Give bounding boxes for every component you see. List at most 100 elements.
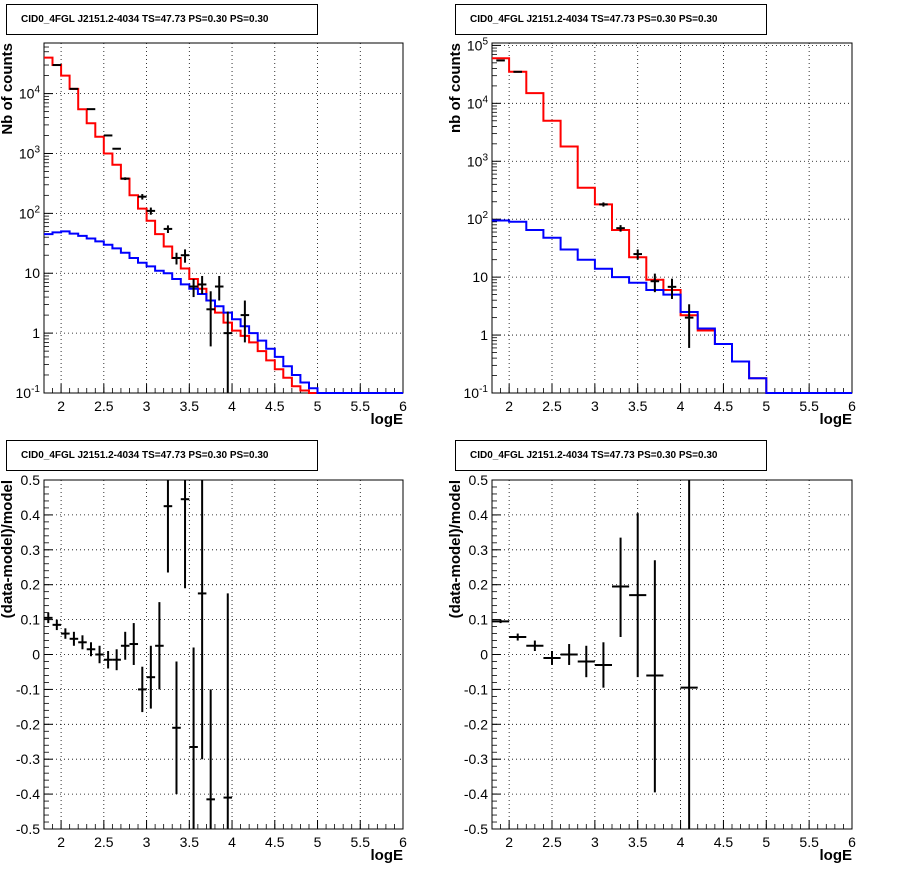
- data-point: [163, 225, 173, 233]
- x-tick-label: 3: [591, 398, 599, 414]
- x-axis-label: logE: [820, 847, 853, 864]
- y-tick-label: 0.3: [21, 542, 41, 558]
- y-tick-label: 1: [32, 325, 40, 341]
- data-point: [180, 249, 190, 263]
- x-tick-label: 3.5: [180, 398, 200, 414]
- data-point: [112, 649, 121, 671]
- data-point: [684, 304, 694, 348]
- x-tick-label: 6: [848, 834, 856, 850]
- x-tick-label: 5.5: [799, 398, 819, 414]
- x-tick-label: 3.5: [180, 834, 200, 850]
- data-point: [44, 612, 53, 624]
- data-point: [599, 202, 608, 207]
- y-tick-label: 0.4: [469, 507, 489, 523]
- data-point: [138, 194, 147, 200]
- y-tick-label: 0.1: [21, 612, 41, 628]
- data-point: [513, 70, 522, 73]
- y-tick-label: -0.5: [16, 821, 40, 837]
- x-axis-label: logE: [371, 411, 404, 428]
- data-point: [120, 631, 130, 660]
- x-tick-label: 4: [228, 834, 236, 850]
- x-tick-label: 2.5: [94, 834, 114, 850]
- y-axis-label: (data-model)/model: [447, 480, 464, 618]
- data-point: [206, 291, 215, 347]
- x-tick-label: 4.5: [265, 834, 285, 850]
- x-tick-label: 2: [505, 834, 513, 850]
- data-point: [633, 249, 642, 260]
- x-tick-label: 5: [314, 398, 322, 414]
- y-tick-label: 0.2: [469, 577, 489, 593]
- y-tick-label: 10-1: [464, 384, 489, 401]
- x-axis-label: logE: [820, 411, 853, 428]
- x-tick-label: 5.5: [351, 834, 371, 850]
- y-tick-label: 104: [19, 85, 41, 102]
- data-point: [629, 513, 647, 678]
- data-point: [223, 311, 233, 393]
- panel-title-bottom-left: CID0_4FGL J2151.2-4034 TS=47.73 PS=0.30 …: [6, 440, 318, 471]
- x-tick-label: 4: [228, 398, 236, 414]
- data-point: [120, 177, 130, 181]
- x-tick-label: 2: [505, 398, 513, 414]
- y-tick-label: -0.4: [464, 786, 488, 802]
- y-tick-label: 0: [480, 647, 488, 663]
- y-axis-label: nb of counts: [447, 43, 464, 133]
- data-point: [206, 689, 215, 829]
- x-tick-label: 3: [143, 834, 151, 850]
- panel-bottom-left: 2 2.5 3 3.5 4 4.5 5 5.5 6 -0.5 -0.4 -0.3 -0.2 -0.1 0 0.…: [0, 472, 407, 864]
- x-axis-label: logE: [371, 847, 404, 864]
- y-tick-label: -0.3: [464, 751, 488, 767]
- data-point: [189, 279, 198, 298]
- x-tick-label: 3.5: [628, 398, 648, 414]
- y-tick-label: 104: [467, 94, 489, 111]
- y-tick-label: -0.4: [16, 786, 40, 802]
- y-tick-label: -0.1: [16, 681, 40, 697]
- x-tick-label: 2.5: [542, 398, 562, 414]
- y-tick-label: 105: [467, 36, 489, 53]
- data-point: [543, 651, 561, 665]
- x-tick-label: 4: [677, 834, 685, 850]
- data-point: [577, 645, 595, 678]
- y-tick-label: 103: [19, 144, 41, 161]
- y-tick-label: 10-1: [16, 384, 41, 401]
- x-tick-label: 5: [314, 834, 322, 850]
- y-tick-label: 0.5: [21, 472, 41, 488]
- data-point: [78, 635, 87, 650]
- data-point: [616, 225, 625, 232]
- y-tick-label: 0.4: [21, 507, 41, 523]
- data-point: [163, 480, 173, 573]
- data-point: [69, 87, 79, 90]
- x-tick-label: 6: [399, 834, 407, 850]
- panel-top-left: 2 2.5 3 3.5 4 4.5 5 5.5 6 10-1 1 10 102 103 104 logE Nb …: [0, 42, 407, 428]
- x-tick-label: 4.5: [265, 398, 285, 414]
- x-tick-label: 3: [143, 398, 151, 414]
- data-point: [223, 593, 233, 829]
- x-tick-label: 3.5: [628, 834, 648, 850]
- data-point: [646, 560, 664, 793]
- x-tick-label: 5.5: [351, 398, 371, 414]
- x-tick-label: 2.5: [94, 398, 114, 414]
- data-point: [146, 207, 156, 215]
- data-point: [86, 642, 96, 657]
- data-point: [197, 480, 207, 760]
- data-point: [112, 147, 121, 150]
- y-tick-label: 0.2: [21, 577, 41, 593]
- plot-frame: [491, 42, 853, 394]
- data-point: [612, 537, 630, 638]
- panel-bottom-right: 2 2.5 3 3.5 4 4.5 5 5.5 6 -0.5 -0.4 -0.3 -0.2 -0.1 0 0.…: [447, 472, 856, 864]
- data-point: [138, 666, 147, 713]
- y-tick-label: -0.2: [16, 716, 40, 732]
- y-tick-label: -0.2: [464, 716, 488, 732]
- y-tick-label: 10: [24, 265, 40, 281]
- panel-title-top-right: CID0_4FGL J2151.2-4034 TS=47.73 PS=0.30 …: [455, 4, 767, 35]
- plot-frame: [43, 42, 404, 394]
- data-point: [667, 278, 677, 299]
- data-point: [526, 640, 544, 652]
- x-tick-label: 3: [591, 834, 599, 850]
- y-tick-label: -0.5: [464, 821, 488, 837]
- data-point: [650, 273, 660, 293]
- data-point: [560, 644, 578, 665]
- data-point: [180, 480, 190, 589]
- data-point: [189, 647, 198, 829]
- y-axis-label: (data-model)/model: [0, 480, 16, 618]
